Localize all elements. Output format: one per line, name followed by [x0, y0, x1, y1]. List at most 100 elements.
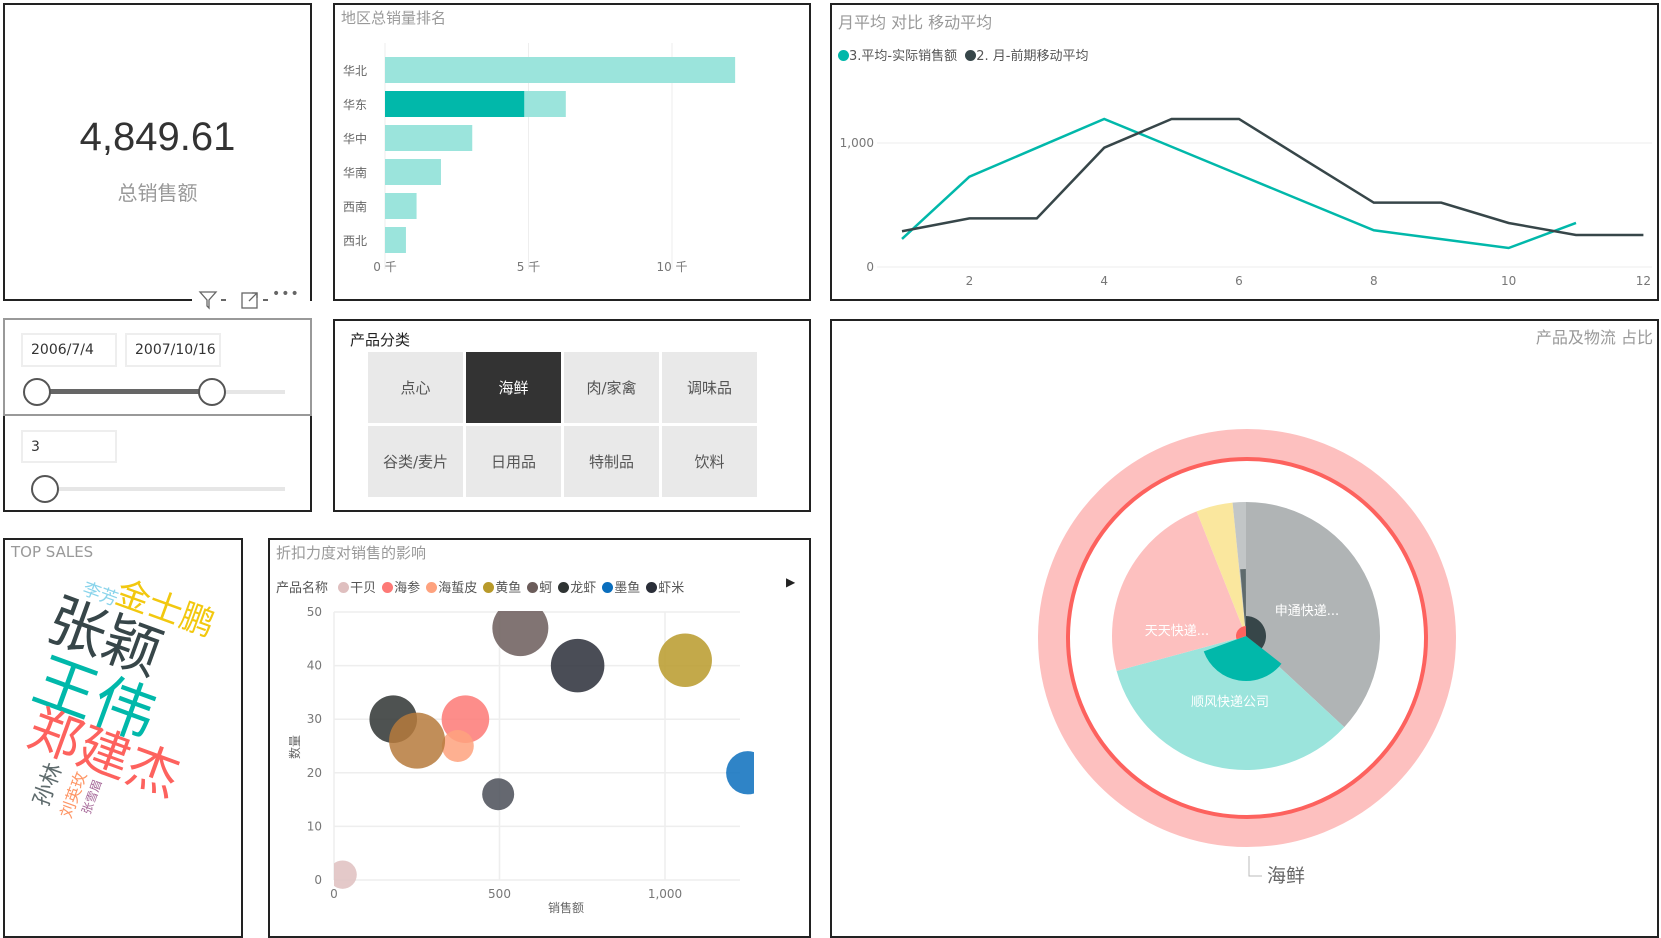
- category-item[interactable]: 海鲜: [466, 352, 561, 423]
- x-tick-label: 4: [1100, 274, 1108, 288]
- chart-title: 地区总销量排名: [341, 9, 447, 27]
- moving-average-line-chart: 月平均 对比 移动平均 3.平均-实际销售额 2. 月-前期移动平均 0 1,00…: [830, 3, 1659, 301]
- date-slider-range: [37, 389, 209, 394]
- slice-label: 申通快递...: [1275, 604, 1339, 619]
- bar: [385, 227, 406, 253]
- chart-title: 月平均 对比 移动平均: [838, 13, 993, 32]
- legend-item[interactable]: 蚵: [527, 581, 552, 596]
- legend-item[interactable]: 龙虾: [558, 581, 596, 596]
- bubble: [389, 712, 446, 769]
- y-tick-label: 1,000: [840, 136, 874, 150]
- pie-slice: [1196, 502, 1246, 636]
- legend-label: 墨鱼: [614, 581, 641, 596]
- category-item[interactable]: 肉/家禽: [564, 352, 659, 423]
- y-tick-label: 30: [307, 712, 322, 726]
- legend-label: 龙虾: [570, 581, 597, 596]
- number-slider-handle[interactable]: [31, 475, 59, 503]
- x-tick-label: 10 千: [656, 260, 687, 274]
- y-tick-label: 华北: [343, 64, 367, 78]
- y-tick-label: 40: [307, 659, 322, 673]
- separator: [263, 299, 268, 301]
- slice-label: 天天快递...: [1145, 624, 1209, 639]
- inner-slice: [1246, 616, 1266, 649]
- slice-label: 顺风快递公司: [1191, 695, 1269, 710]
- focus-mode-icon[interactable]: [240, 290, 260, 314]
- date-slider-end-handle[interactable]: [198, 378, 227, 406]
- kpi-label: 总销售额: [117, 181, 198, 205]
- category-item[interactable]: 特制品: [564, 426, 659, 497]
- chart-legend: 产品名称 干贝 海参 海蜇皮 黄鱼 蚵 龙虾 墨鱼 虾米: [276, 577, 684, 596]
- y-tick-label: 华中: [343, 131, 367, 146]
- legend-item[interactable]: 海蜇皮: [426, 581, 477, 596]
- legend-item[interactable]: 2. 月-前期移动平均: [965, 49, 1088, 64]
- y-tick-label: 华东: [343, 98, 367, 112]
- leader-line: [1248, 856, 1262, 877]
- x-tick-label: 12: [1636, 274, 1651, 288]
- bubble: [726, 751, 754, 795]
- legend-label: 蚵: [539, 581, 553, 596]
- x-tick-label: 0: [330, 887, 338, 901]
- start-date-input[interactable]: 2006/7/4: [21, 333, 117, 367]
- inner-slice: [1236, 626, 1246, 640]
- legend-dot-icon: [602, 582, 614, 593]
- legend-item[interactable]: 干贝: [338, 581, 376, 596]
- bubble: [492, 611, 549, 657]
- pie-slice: [1232, 502, 1246, 636]
- pie-chart-plot: 申通快递... 顺风快递公司 天天快递... 海鲜: [1038, 429, 1456, 887]
- category-item[interactable]: 饮料: [662, 426, 757, 497]
- series-line: [901, 117, 1577, 250]
- legend-next-arrow-icon[interactable]: ▶: [786, 575, 796, 589]
- legend-label: 3.平均-实际销售额: [849, 49, 958, 64]
- bar: [385, 57, 736, 83]
- x-axis-label: 销售额: [548, 900, 584, 915]
- category-item[interactable]: 谷类/麦片: [368, 426, 463, 497]
- legend-item[interactable]: 墨鱼: [602, 581, 640, 596]
- bar: [385, 125, 473, 151]
- bar: [385, 159, 441, 185]
- bar-highlight: [385, 91, 525, 117]
- kpi-value: 4,849.61: [79, 115, 236, 159]
- legend-item[interactable]: 3.平均-实际销售额: [838, 49, 957, 64]
- y-axis-label: 数量: [287, 735, 302, 759]
- y-tick-label: 西南: [343, 199, 367, 214]
- date-slider-start-handle[interactable]: [23, 378, 51, 406]
- legend-item[interactable]: 黄鱼: [483, 581, 521, 596]
- number-slider-track[interactable]: [39, 487, 285, 491]
- selection-frame: [3, 318, 312, 416]
- number-slicer-input[interactable]: 3: [21, 430, 117, 463]
- pie-slice: [1246, 502, 1380, 728]
- category-item[interactable]: 点心: [368, 352, 463, 423]
- legend-item[interactable]: 虾米: [646, 581, 684, 596]
- legend-title: 产品名称: [276, 581, 329, 596]
- kpi-card[interactable]: 4,849.61 总销售额: [3, 3, 312, 301]
- outer-ring-border: [1066, 457, 1428, 819]
- filter-icon[interactable]: [198, 290, 218, 314]
- chart-title: 折扣力度对销售的影响: [276, 544, 427, 562]
- pie-slice: [1116, 636, 1345, 770]
- more-options-icon[interactable]: •••: [272, 286, 300, 302]
- category-item[interactable]: 调味品: [662, 352, 757, 423]
- legend-dot-icon: [382, 582, 394, 593]
- category-item[interactable]: 日用品: [466, 426, 561, 497]
- pie-slice: [1112, 511, 1246, 671]
- end-date-input[interactable]: 2007/10/16: [125, 333, 221, 367]
- legend-label: 虾米: [658, 581, 685, 596]
- x-tick-label: 0 千: [373, 260, 396, 274]
- legend-dot-icon: [558, 582, 570, 593]
- chart-title: TOP SALES: [11, 543, 94, 561]
- line-chart-plot: 0 1,000 2 4 6 8 10 12: [840, 117, 1652, 288]
- x-tick-label: 10: [1501, 274, 1516, 288]
- legend-dot-icon: [338, 582, 350, 593]
- bubble: [550, 638, 605, 693]
- discount-scatter-chart: 折扣力度对销售的影响 产品名称 干贝 海参 海蜇皮 黄鱼 蚵 龙虾 墨鱼 虾米 ▶ 0 10 20…: [268, 538, 811, 938]
- y-tick-label: 西北: [343, 234, 367, 248]
- legend-dot-icon: [965, 50, 977, 61]
- x-tick-label: 5 千: [517, 260, 540, 274]
- product-logistics-pie-chart: 产品及物流 占比 申通快递... 顺风快递公司 天天快递... 海鲜: [830, 319, 1659, 938]
- legend-item[interactable]: 海参: [382, 581, 420, 596]
- slicer-title: 产品分类: [350, 331, 411, 349]
- y-tick-label: 0: [314, 873, 322, 887]
- bubble: [658, 633, 712, 688]
